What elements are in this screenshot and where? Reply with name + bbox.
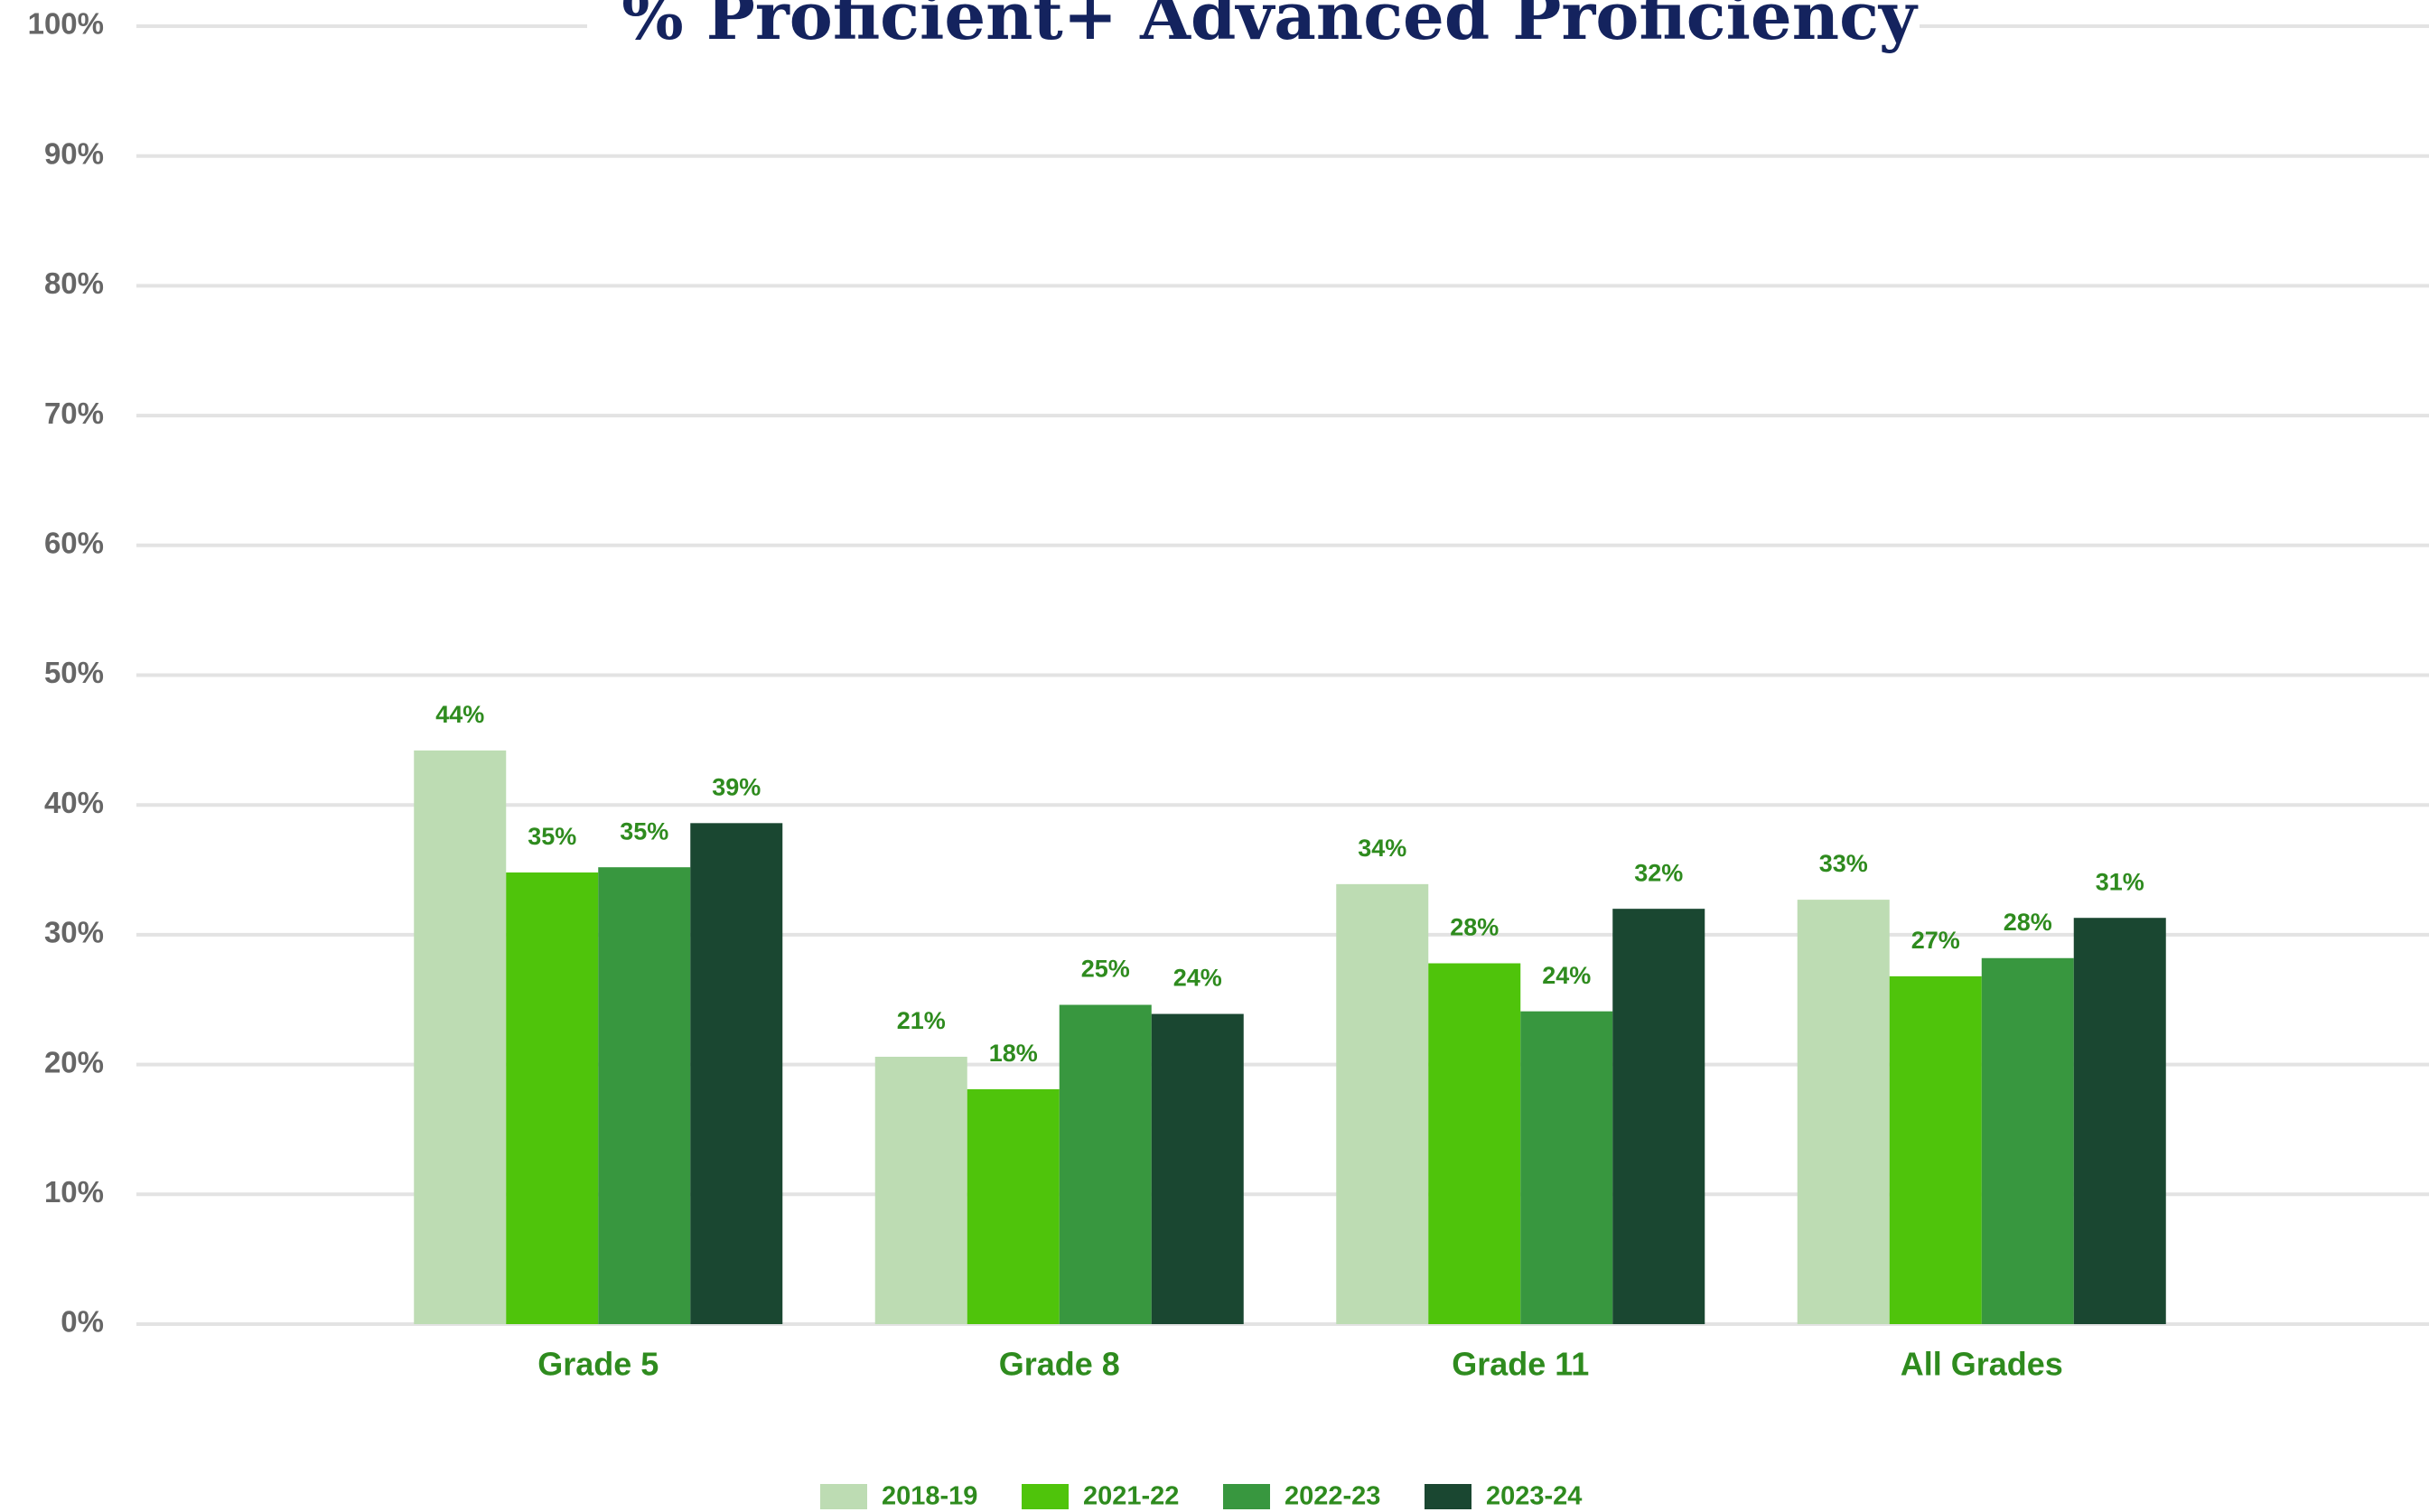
legend-label: 2023-24: [1486, 1482, 1582, 1511]
legend-swatch: [820, 1484, 867, 1509]
legend-swatch: [1425, 1484, 1471, 1509]
bar: [2073, 918, 2166, 1324]
value-label: 24%: [1542, 962, 1591, 989]
y-tick-label: 20%: [44, 1045, 104, 1078]
value-label: 39%: [712, 773, 761, 800]
x-tick-label: Grade 5: [537, 1346, 659, 1383]
y-tick-label: 10%: [44, 1175, 104, 1209]
value-label: 44%: [435, 701, 484, 728]
legend-label: 2022-23: [1285, 1482, 1380, 1511]
bar: [690, 823, 783, 1324]
bar: [1520, 1011, 1613, 1324]
x-tick-label: Grade 11: [1452, 1346, 1589, 1383]
legend-swatch: [1223, 1484, 1270, 1509]
value-label: 27%: [1911, 927, 1960, 954]
bar: [506, 872, 599, 1324]
y-tick-label: 40%: [44, 786, 104, 819]
y-tick-label: 100%: [28, 7, 104, 41]
y-tick-label: 70%: [44, 397, 104, 430]
bar: [414, 750, 507, 1324]
y-tick-label: 0%: [61, 1305, 104, 1339]
x-tick-label: All Grades: [1901, 1346, 2063, 1383]
bar: [598, 867, 691, 1324]
value-label: 33%: [1819, 850, 1868, 877]
value-label: 25%: [1081, 956, 1130, 983]
value-label: 34%: [1358, 835, 1406, 862]
bar: [1612, 909, 1705, 1324]
bar: [1889, 975, 1982, 1324]
title-background: [587, 0, 1920, 54]
bar: [1428, 963, 1521, 1324]
value-label: 32%: [1634, 859, 1683, 886]
legend-label: 2021-22: [1083, 1482, 1179, 1511]
legend-swatch: [1022, 1484, 1069, 1509]
y-tick-label: 50%: [44, 656, 104, 689]
bar: [967, 1088, 1060, 1324]
bar: [1059, 1004, 1152, 1324]
bar: [874, 1056, 967, 1324]
bar: [1336, 883, 1429, 1324]
value-label: 35%: [620, 817, 668, 845]
y-tick-label: 60%: [44, 527, 104, 560]
y-tick-label: 80%: [44, 266, 104, 300]
x-tick-label: Grade 8: [999, 1346, 1120, 1383]
bar: [1981, 957, 2074, 1324]
value-label: 35%: [528, 823, 576, 850]
value-label: 28%: [1450, 914, 1499, 941]
value-label: 31%: [2096, 868, 2144, 895]
chart-title: % Proficient+ Advanced Proficiency: [621, 0, 1919, 54]
value-label: 18%: [989, 1040, 1038, 1067]
value-label: 24%: [1173, 965, 1222, 992]
legend-label: 2018-19: [882, 1482, 977, 1511]
bar: [1151, 1013, 1244, 1324]
value-label: 28%: [2004, 909, 2052, 936]
bar: [1797, 900, 1890, 1324]
y-tick-label: 90%: [44, 136, 104, 170]
value-label: 21%: [897, 1007, 946, 1034]
y-tick-label: 30%: [44, 916, 104, 949]
